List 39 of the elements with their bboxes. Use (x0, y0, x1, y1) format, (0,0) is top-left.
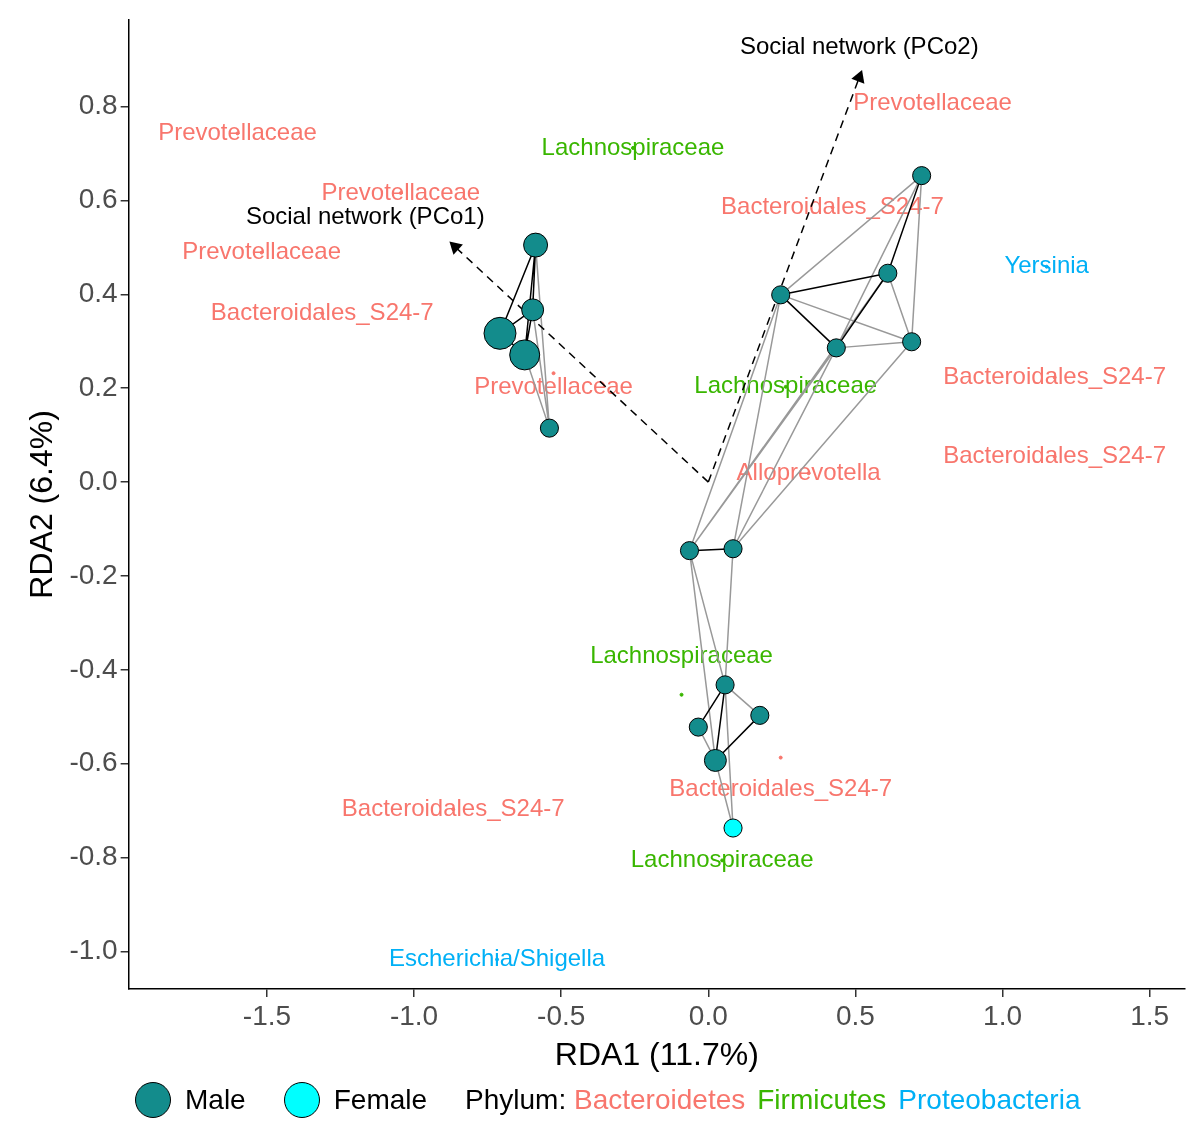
y-axis-title: RDA2 (6.4%) (23, 410, 60, 599)
y-tick-label: 0.0 (78, 464, 118, 496)
y-tick-label: 0.2 (78, 370, 118, 402)
data-label: Bacteroidales_S24-7 (943, 441, 1167, 469)
data-label: Prevotellaceae (182, 237, 342, 265)
legend-label: Female (333, 1084, 428, 1116)
data-label: Social network (PCo2) (739, 32, 979, 60)
x-axis-title: RDA1 (11.7%) (554, 1035, 759, 1072)
data-label: Lachnospiraceae (694, 371, 878, 399)
y-tick-label: -0.2 (69, 558, 118, 590)
x-tick-label: 1.5 (1130, 999, 1170, 1031)
data-label: Lachnospiraceae (630, 845, 814, 873)
data-label: Bacteroidales_S24-7 (210, 298, 434, 326)
x-tick-label: 1.0 (983, 999, 1023, 1031)
y-tick-label: 0.4 (78, 277, 118, 309)
legend-title: Phylum: (465, 1084, 568, 1115)
text: Proteobacteria (898, 1084, 1081, 1115)
data-label: Prevotellaceae (158, 118, 317, 146)
y-tick-label: -0.6 (69, 746, 118, 778)
x-tick-label: 0.5 (835, 999, 875, 1031)
text: Bacteroidetes (574, 1084, 746, 1115)
text: Firmicutes (757, 1084, 887, 1115)
data-label: Yersinia (1004, 251, 1090, 279)
data-label: Prevotellaceae (853, 88, 1012, 116)
data-label: Bacteroidales_S24-7 (943, 362, 1167, 390)
legend-label: Male (185, 1084, 246, 1116)
y-tick-label: 0.8 (78, 89, 118, 121)
y-tick-label: -0.8 (69, 840, 118, 872)
y-tick-label: 0.6 (78, 183, 118, 215)
data-label: Lachnospiraceae (590, 641, 773, 669)
y-tick-label: -1.0 (69, 934, 118, 966)
data-label: Escherichia/Shigella (388, 944, 606, 972)
data-label: Bacteroidales_S24-7 (341, 793, 565, 821)
x-tick-label: -0.5 (537, 999, 586, 1031)
y-tick-label: -0.4 (69, 652, 118, 684)
x-tick-label: -1.5 (242, 999, 292, 1031)
x-tick-label: 0.0 (688, 999, 728, 1031)
x-tick-label: -1.0 (389, 999, 439, 1031)
data-label: Lachnospiraceae (541, 132, 725, 160)
